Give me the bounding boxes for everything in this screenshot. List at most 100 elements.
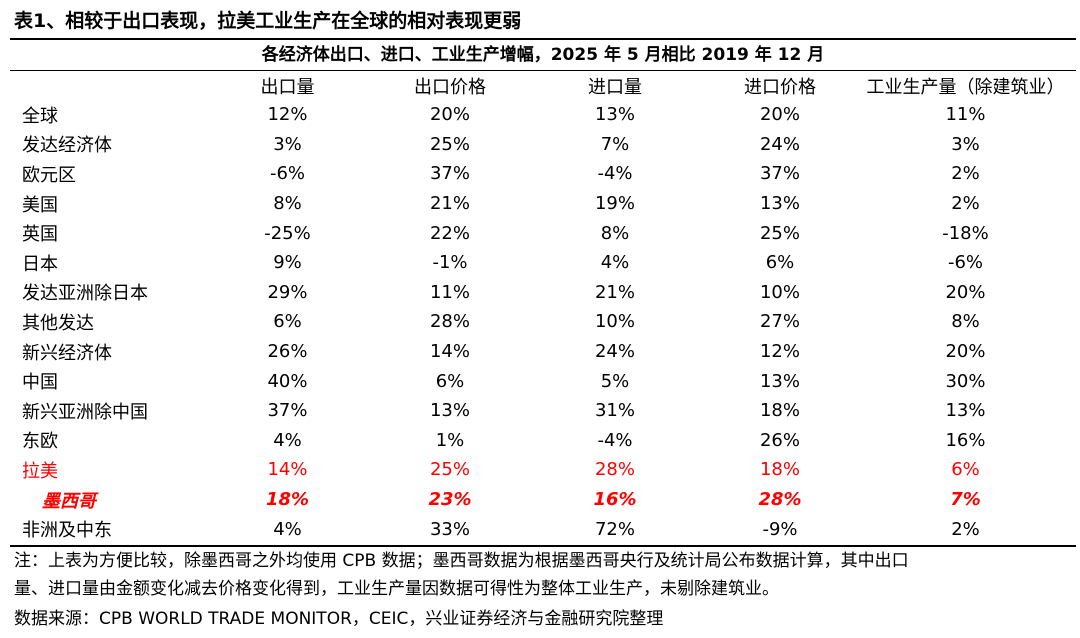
table-cell: 12% — [267, 104, 308, 126]
row-label: 中国 — [22, 372, 58, 394]
table-cell: 10% — [594, 311, 635, 333]
table-cell: 13% — [429, 400, 470, 422]
row-label: 新兴经济体 — [22, 342, 112, 364]
table-cell: 6% — [273, 311, 302, 333]
table-row: 日本 9% -1% 4% 6% -6% — [10, 248, 1076, 278]
table-cell: 8% — [951, 311, 980, 333]
table-cell: 3% — [273, 133, 302, 155]
table-cell: 20% — [945, 341, 986, 363]
column-header-region — [10, 71, 200, 100]
column-header-industrial-production: 工业生产量（除建筑业） — [866, 76, 1065, 98]
header-row: 出口量 出口价格 进口量 进口价格 工业生产量（除建筑业） — [10, 71, 1076, 100]
table-cell: 16% — [593, 489, 637, 511]
table-subtitle: 各经济体出口、进口、工业生产增幅，2025 年 5 月相比 2019 年 12 … — [261, 45, 825, 65]
table-cell: 37% — [267, 400, 308, 422]
table-cell: 20% — [759, 104, 800, 126]
table-cell: 3% — [951, 133, 980, 155]
table-cell: 23% — [428, 489, 472, 511]
table-cell: 18% — [265, 489, 310, 511]
table-cell: 2% — [951, 163, 980, 185]
column-header-export-price: 出口价格 — [414, 76, 486, 98]
row-label: 东欧 — [22, 431, 58, 453]
row-label: 其他发达 — [22, 312, 94, 334]
table-row: 中国 40% 6% 5% 13% 30% — [10, 366, 1076, 396]
row-label: 非洲及中东 — [22, 520, 112, 542]
table-cell: 31% — [594, 400, 635, 422]
table-cell: 12% — [759, 341, 800, 363]
table-row: 墨西哥 18% 23% 16% 28% 7% — [10, 485, 1076, 515]
table-cell: 13% — [594, 104, 635, 126]
table-row: 其他发达 6% 28% 10% 27% 8% — [10, 307, 1076, 337]
table-cell: 2% — [951, 193, 980, 215]
row-label: 日本 — [22, 253, 58, 275]
table-cell: 14% — [267, 459, 308, 481]
table-cell: 28% — [429, 311, 470, 333]
table-cell: 4% — [273, 518, 302, 540]
table-cell: 13% — [945, 400, 986, 422]
table-title: 表1、相较于出口表现，拉美工业生产在全球的相对表现更弱 — [14, 10, 522, 32]
bottom-rule — [10, 545, 1076, 547]
table-cell: 6% — [435, 370, 465, 392]
table-cell: 1% — [435, 429, 465, 451]
table-row: 英国 -25% 22% 8% 25% -18% — [10, 218, 1076, 248]
row-label: 发达经济体 — [22, 135, 112, 157]
table-cell: 27% — [759, 311, 800, 333]
table-cell: 21% — [594, 281, 635, 303]
table-cell: 21% — [429, 193, 470, 215]
table-cell: -1% — [432, 252, 468, 274]
column-header-import-price: 进口价格 — [744, 76, 816, 98]
table-cell: 25% — [759, 222, 800, 244]
source-line: 数据来源：CPB WORLD TRADE MONITOR，CEIC，兴业证券经济… — [14, 609, 664, 629]
table-cell: 19% — [594, 193, 635, 215]
table-cell: -9% — [762, 518, 798, 540]
table-cell: -18% — [942, 222, 989, 244]
table-cell: 18% — [759, 400, 800, 422]
table-row: 欧元区 -6% 37% -4% 37% 2% — [10, 159, 1076, 189]
table-cell: 40% — [267, 370, 308, 392]
column-header-import-volume: 进口量 — [588, 76, 642, 98]
table-cell: 28% — [594, 459, 635, 481]
table-cell: 33% — [429, 518, 470, 540]
table-cell: 16% — [945, 429, 986, 451]
table-row: 东欧 4% 1% -4% 26% 16% — [10, 426, 1076, 456]
table-cell: 6% — [951, 459, 980, 481]
table-row: 新兴经济体 26% 14% 24% 12% 20% — [10, 337, 1076, 367]
table-cell: 10% — [759, 281, 800, 303]
table-cell: 72% — [594, 518, 635, 540]
row-label: 全球 — [22, 105, 58, 127]
table-cell: 11% — [429, 281, 470, 303]
row-label: 拉美 — [22, 460, 58, 482]
table-cell: -6% — [269, 163, 306, 185]
table-cell: 8% — [600, 222, 630, 244]
table-cell: 22% — [429, 222, 470, 244]
row-label: 欧元区 — [22, 164, 76, 186]
table-row: 发达亚洲除日本 29% 11% 21% 10% 20% — [10, 278, 1076, 308]
table-cell: 7% — [950, 489, 981, 511]
table-cell: 5% — [600, 370, 630, 392]
table-cell: 30% — [945, 370, 986, 392]
table-cell: 37% — [759, 163, 800, 185]
row-label: 美国 — [22, 194, 58, 216]
note-line-1: 注：上表为方便比较，除墨西哥之外均使用 CPB 数据；墨西哥数据为根据墨西哥央行… — [14, 551, 909, 571]
table-cell: -25% — [264, 222, 311, 244]
table-cell: 4% — [273, 429, 302, 451]
table-cell: 24% — [594, 341, 635, 363]
top-rule — [10, 38, 1076, 40]
table-cell: -4% — [597, 163, 633, 185]
table-cell: -4% — [597, 429, 633, 451]
table-cell: 25% — [429, 133, 470, 155]
table-cell: 24% — [759, 133, 800, 155]
growth-table: 出口量 出口价格 进口量 进口价格 工业生产量（除建筑业） 全球 12% 20% 13… — [10, 71, 1076, 544]
table-cell: 29% — [267, 281, 308, 303]
table-cell: 18% — [759, 459, 800, 481]
table-cell: 28% — [758, 489, 802, 511]
table-row: 美国 8% 21% 19% 13% 2% — [10, 189, 1076, 219]
table-cell: 6% — [765, 252, 795, 274]
row-label: 发达亚洲除日本 — [22, 283, 148, 305]
table-cell: 11% — [945, 104, 986, 126]
table-cell: 14% — [429, 341, 470, 363]
table-cell: 4% — [600, 252, 630, 274]
table-cell: 37% — [429, 163, 470, 185]
table-cell: 9% — [273, 252, 302, 274]
table-cell: 26% — [759, 429, 800, 451]
